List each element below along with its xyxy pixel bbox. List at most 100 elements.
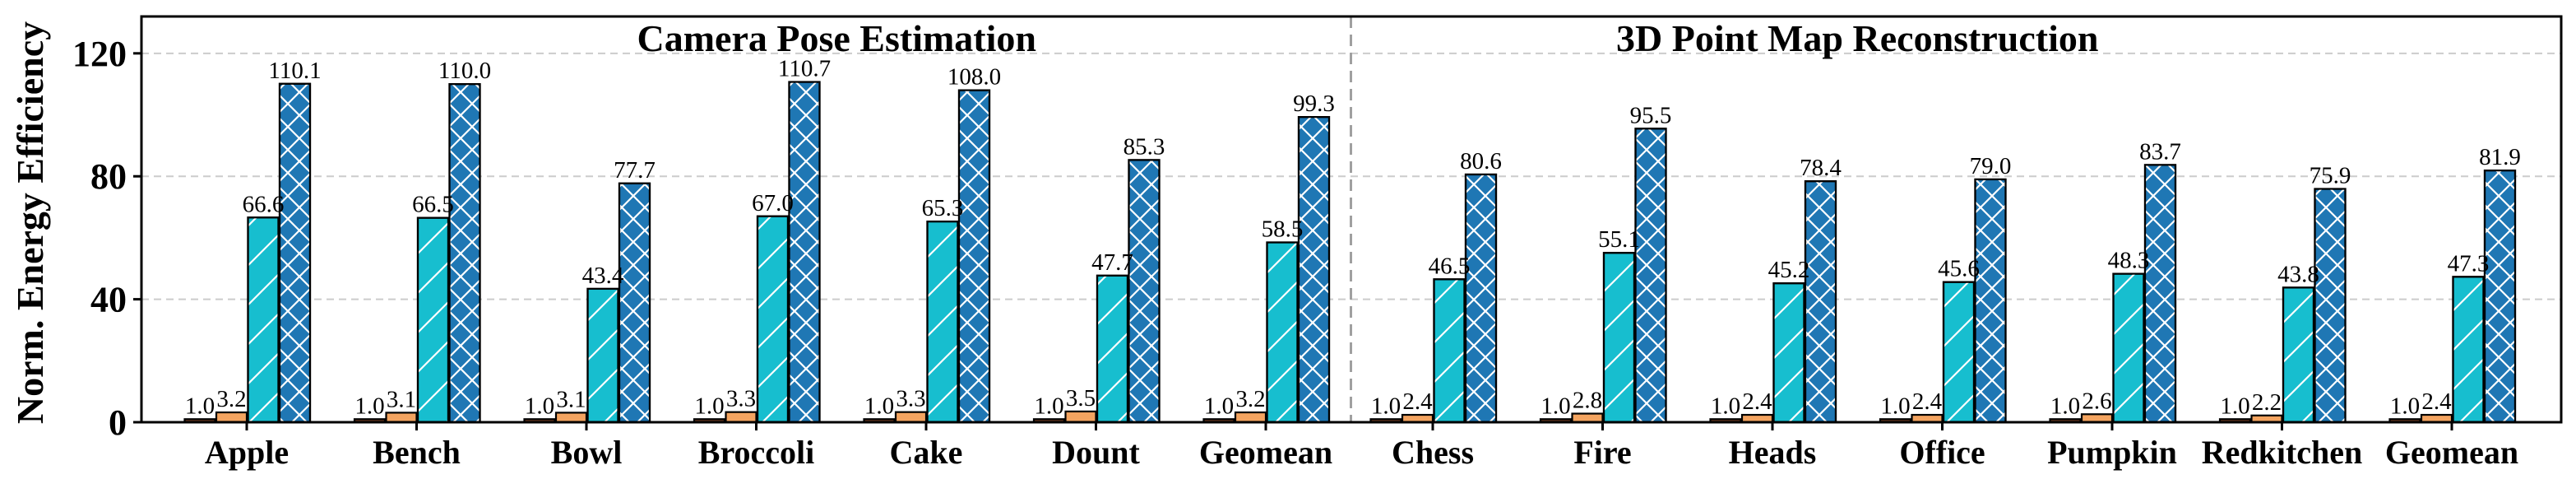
x-tick-label: Broccoli — [698, 434, 814, 471]
x-tick-label: Pumpkin — [2047, 434, 2177, 471]
data-label: 67.0 — [752, 190, 794, 216]
data-label: 2.6 — [2082, 388, 2111, 414]
data-label: 1.0 — [1541, 393, 1570, 419]
y-tick-label: 40 — [90, 280, 127, 320]
bar-hatch — [2314, 188, 2347, 424]
bar-hatch — [1602, 252, 1636, 424]
bar-hatch — [2483, 170, 2517, 424]
data-label: 108.0 — [947, 64, 1001, 91]
data-label: 2.4 — [1402, 388, 1433, 415]
bar-hatch — [618, 182, 651, 424]
bar-hatch — [1974, 178, 2007, 424]
bar-hatch — [1464, 173, 1498, 424]
bar-hatch — [1128, 159, 1161, 424]
bar-hatch — [1096, 274, 1129, 424]
bar-hatch — [247, 216, 280, 424]
data-label: 43.4 — [582, 263, 624, 289]
data-label: 81.9 — [2479, 144, 2521, 170]
bar-hatch — [2112, 272, 2145, 424]
bar-hatch — [788, 81, 821, 424]
y-tick-label: 80 — [90, 156, 127, 197]
data-label: 110.1 — [268, 58, 321, 84]
x-tick-label: Bench — [373, 434, 461, 471]
data-label: 3.3 — [896, 386, 925, 412]
bar-hatch — [448, 83, 481, 424]
bar — [385, 412, 418, 424]
panel-title: 3D Point Map Reconstruction — [1616, 17, 2098, 59]
data-label: 1.0 — [2050, 393, 2080, 419]
x-tick-label: Redkitchen — [2202, 434, 2363, 471]
data-label: 2.8 — [1573, 388, 1602, 414]
data-label: 1.0 — [1204, 393, 1234, 419]
bar-hatch — [1266, 241, 1299, 424]
data-label: 55.1 — [1598, 226, 1640, 253]
bar-hatch — [957, 89, 991, 424]
data-label: 1.0 — [864, 393, 894, 419]
data-label: 3.2 — [216, 386, 246, 412]
bar-hatch — [278, 82, 312, 424]
x-tick-label: Geomean — [1199, 434, 1332, 471]
data-label: 1.0 — [1371, 393, 1401, 419]
chart-text: 0 40 80 120 Apple Bench Bowl Broccoli Cake Dount G… — [9, 17, 2518, 471]
data-label: 2.4 — [1742, 388, 1772, 415]
data-label: 77.7 — [614, 157, 656, 184]
data-label: 45.6 — [1938, 256, 1980, 282]
data-label: 1.0 — [354, 393, 384, 419]
bar — [1234, 411, 1267, 424]
bar-hatch — [1433, 278, 1466, 424]
data-label: 66.6 — [243, 191, 285, 217]
data-label: 1.0 — [2390, 393, 2420, 419]
data-label: 43.8 — [2277, 261, 2319, 287]
data-label: 3.1 — [556, 386, 586, 412]
bar-hatch — [756, 215, 790, 424]
bar-hatch — [1297, 116, 1331, 424]
data-label: 1.0 — [2220, 393, 2249, 419]
x-tick-label: Fire — [1573, 434, 1631, 471]
bar-hatch — [1634, 128, 1667, 424]
data-label: 1.0 — [1880, 393, 1910, 419]
bar — [1064, 410, 1097, 424]
x-tick-label: Cake — [890, 434, 963, 471]
data-label: 3.2 — [1235, 386, 1265, 412]
data-label: 1.0 — [694, 393, 724, 419]
plot-frame — [140, 15, 2563, 424]
x-tick-label: Dount — [1052, 434, 1140, 471]
bar — [1571, 412, 1604, 424]
data-label: 80.6 — [1460, 148, 1502, 174]
bar-hatch — [1804, 180, 1837, 424]
bar — [554, 412, 588, 424]
bar-hatch — [2143, 164, 2177, 424]
y-tick-label: 120 — [72, 34, 127, 74]
data-label: 1.0 — [525, 393, 554, 419]
bar-hatch — [1942, 281, 1976, 424]
y-tick-label: 0 — [109, 402, 127, 443]
data-label: 65.3 — [922, 195, 964, 221]
data-label: 46.5 — [1429, 253, 1471, 279]
data-label: 3.3 — [726, 386, 756, 412]
bar-hatch — [2452, 276, 2485, 424]
x-tick-label: Heads — [1729, 434, 1817, 471]
y-axis-label: Norm. Energy Efficiency — [9, 21, 51, 424]
bar-hatch — [1772, 282, 1805, 424]
bar — [894, 411, 928, 424]
x-tick-label: Geomean — [2385, 434, 2518, 471]
data-label: 99.3 — [1293, 91, 1335, 117]
data-label: 79.0 — [1970, 153, 2012, 179]
data-label: 75.9 — [2310, 163, 2351, 189]
data-label: 1.0 — [1034, 393, 1063, 419]
bar-hatch — [586, 287, 619, 424]
data-label: 45.2 — [1768, 257, 1810, 283]
bar — [215, 411, 248, 424]
data-label: 1.0 — [185, 393, 215, 419]
bar-hatch — [926, 221, 959, 424]
data-label: 48.3 — [2108, 248, 2150, 274]
data-label: 3.5 — [1066, 385, 1096, 412]
bars — [183, 81, 2517, 424]
data-label: 110.7 — [778, 56, 831, 82]
data-label: 95.5 — [1630, 102, 1672, 128]
data-label: 3.1 — [387, 386, 416, 412]
bar-hatch — [416, 216, 450, 424]
